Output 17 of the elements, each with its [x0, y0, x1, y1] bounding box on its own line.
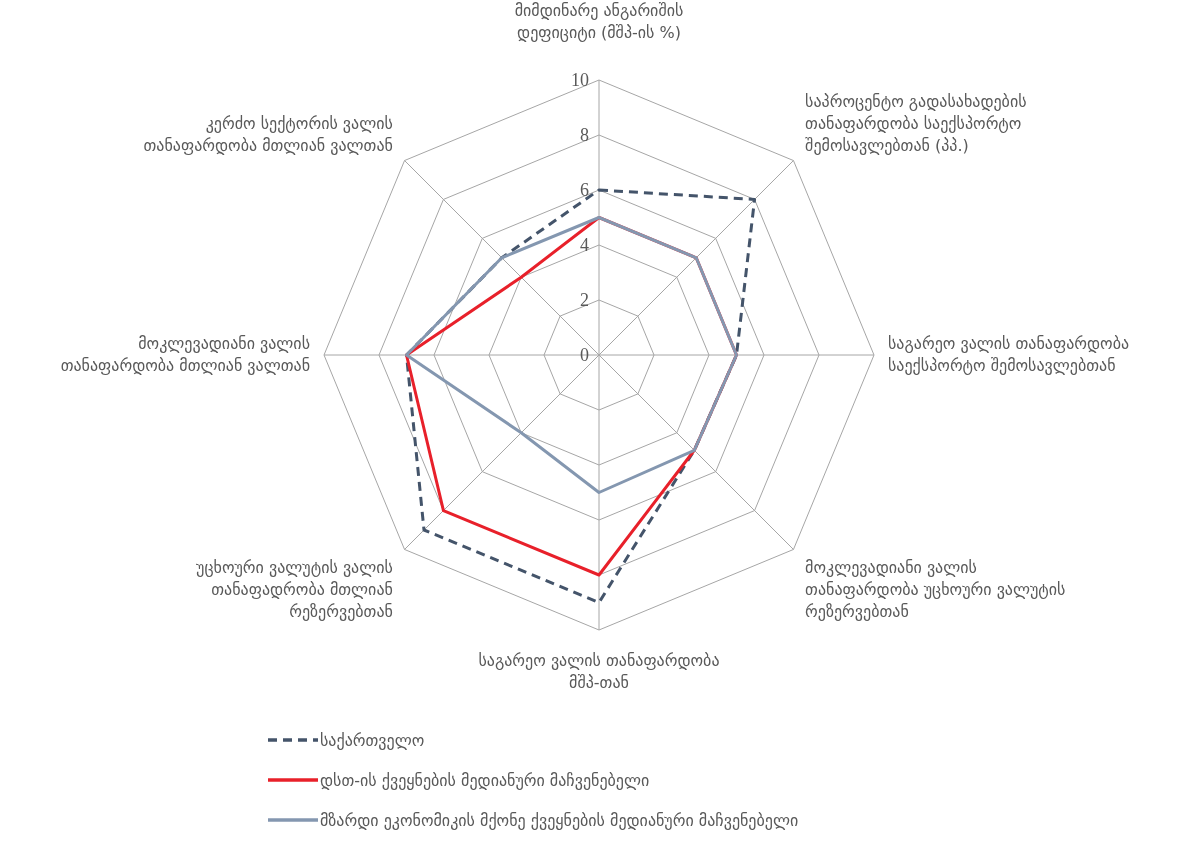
y-tick-label: 8	[580, 125, 589, 145]
y-tick-label: 6	[580, 180, 589, 200]
spoke-label: საგარეო ვალის თანაფარდობა მშპ-თან	[478, 651, 720, 692]
legend-label: საქართველო	[320, 730, 425, 750]
spoke-label: მოკლევადიანი ვალის თანაფარდობა უცხოური ვალუტის რეზერვებთან	[805, 558, 1066, 622]
legend-label: მზარდი ეკონომიკის მქონე ქვეყნების მედიანური მაჩვენებელი	[320, 810, 799, 830]
spoke-label: საპროცენტო გადასახადების თანაფარდობა საექსპორტო შემოსავლებთან (პპ.)	[805, 91, 1027, 155]
y-tick-label: 2	[580, 290, 589, 310]
y-tick-label: 10	[571, 70, 589, 90]
spoke-label: მიმდინარე ანგარიშის დეფიციტი (მშპ-ის %)	[514, 1, 684, 42]
y-tick-label: 4	[580, 235, 589, 255]
spoke-label: კერძო სექტორის ვალის თანაფარდობა მთლიან ვალთან	[143, 113, 393, 155]
spoke-label: უცხოური ვალუტის ვალის თანაფადრობა მთლიან რეზერვებთან	[196, 558, 393, 622]
legend-label: დსთ-ის ქვეყნების მედიანური მაჩვენებელი	[320, 770, 650, 790]
y-tick-label: 0	[580, 345, 589, 365]
spoke-label: მოკლევადიანი ვალის თანაფარდობა მთლიან ვალთან	[60, 334, 310, 375]
spoke-label: საგარეო ვალის თანაფარდობა საექსპორტო შემოსავლებთან	[888, 334, 1130, 375]
